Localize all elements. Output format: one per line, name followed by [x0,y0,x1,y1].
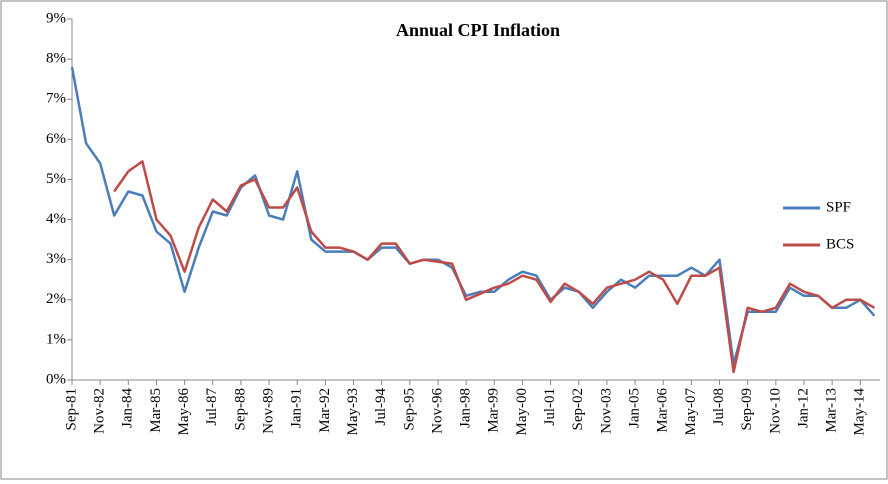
x-tick-label: Mar-13 [824,388,840,433]
x-tick-label: Sep-02 [570,388,586,431]
x-tick-label: Jul-01 [542,388,558,426]
x-tick-label: Mar-92 [317,388,333,433]
x-tick-label: Nov-89 [261,388,277,434]
x-tick-label: Nov-96 [429,388,445,434]
x-tick-label: Sep-88 [232,388,248,431]
y-tick-label: 2% [46,291,66,307]
x-tick-label: May-07 [683,388,699,436]
x-tick-label: May-14 [852,388,868,436]
x-tick-label: Mar-06 [655,388,671,433]
x-tick-label: Sep-09 [739,388,755,431]
y-tick-label: 6% [46,131,66,147]
legend-label: BCS [826,236,854,252]
x-tick-label: Sep-95 [401,388,417,431]
x-tick-label: Jul-87 [204,388,220,426]
y-tick-label: 8% [46,51,66,67]
x-tick-label: May-86 [176,388,192,436]
x-tick-label: Jan-98 [458,388,474,428]
x-tick-label: May-00 [514,388,530,436]
y-tick-label: 3% [46,251,66,267]
x-tick-label: Nov-82 [92,388,108,434]
y-tick-label: 9% [46,10,66,26]
x-tick-label: Jul-08 [711,388,727,426]
y-tick-label: 5% [46,171,66,187]
x-tick-label: Sep-81 [63,388,79,431]
y-tick-label: 4% [46,211,66,227]
x-tick-label: Jan-84 [120,388,136,428]
chart-title: Annual CPI Inflation [396,20,560,40]
x-tick-label: Nov-10 [767,388,783,434]
y-tick-label: 1% [46,331,66,347]
x-tick-label: Jan-05 [627,388,643,428]
x-tick-label: Jan-12 [795,388,811,428]
x-tick-label: May-93 [345,388,361,436]
series-line [113,160,876,374]
legend-label: SPF [826,199,851,215]
x-tick-label: Mar-85 [148,388,164,433]
x-tick-label: Jan-91 [289,388,305,428]
x-tick-label: Jul-94 [373,388,389,426]
x-tick-label: Nov-03 [598,388,614,434]
y-tick-label: 7% [46,91,66,107]
x-tick-label: Mar-99 [486,388,502,433]
y-tick-label: 0% [46,371,66,387]
